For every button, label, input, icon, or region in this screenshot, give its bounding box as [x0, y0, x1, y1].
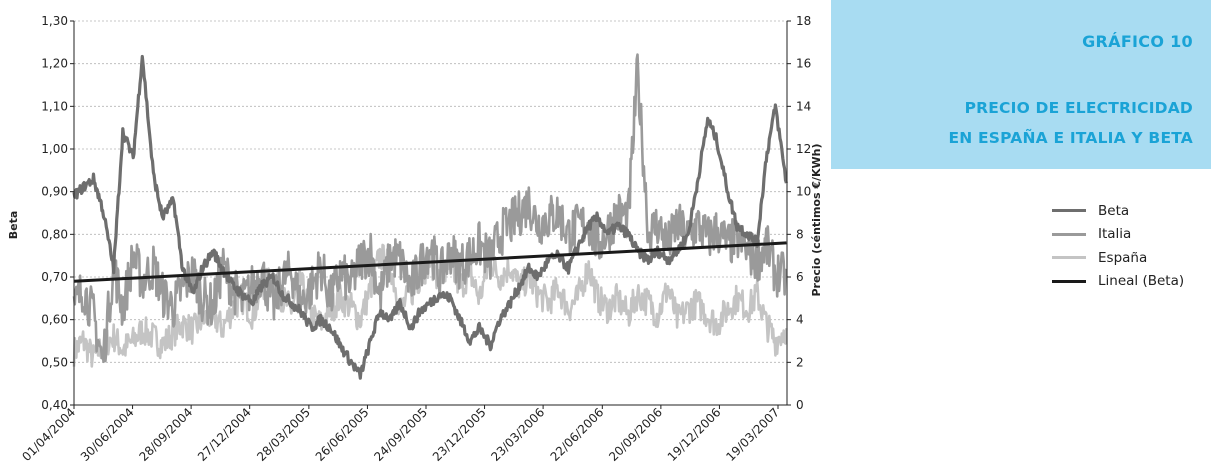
series-line-italia — [72, 53, 788, 364]
y-tick-label-left: 1,00 — [41, 142, 68, 156]
gridlines — [74, 20, 787, 363]
y-axis-title-right: Precio (céntimos €/KWh) — [810, 143, 823, 296]
x-tick-label: 23/03/2006 — [488, 405, 547, 464]
series-line-lineal-beta — [73, 241, 787, 283]
x-tick-label: 23/12/2005 — [430, 405, 489, 464]
y-tick-label-right: 14 — [796, 99, 811, 113]
title-panel: GRÁFICO 10 PRECIO DE ELECTRICIDAD EN ESP… — [831, 0, 1211, 169]
legend-swatch-lineal-beta — [1052, 279, 1086, 283]
x-tick-label: 26/06/2005 — [313, 405, 372, 464]
legend-item-italia: Italia — [1052, 223, 1184, 247]
y-tick-label-right: 16 — [796, 57, 811, 71]
y-tick-label-left: 0,70 — [41, 270, 68, 284]
legend-label-beta: Beta — [1098, 202, 1130, 219]
legend-label-espana: España — [1098, 249, 1148, 266]
legend-label-lineal-beta: Lineal (Beta) — [1098, 273, 1185, 290]
y-tick-label-left: 0,60 — [41, 313, 68, 327]
y-tick-label-left: 1,20 — [41, 57, 68, 71]
y-tick-label-right: 0 — [796, 398, 804, 412]
legend-swatch-beta — [1052, 209, 1086, 213]
x-tick-label: 28/03/2005 — [254, 405, 313, 464]
x-tick-label: 01/04/2004 — [19, 405, 78, 464]
y-tick-label-left: 0,50 — [41, 355, 68, 369]
y-tick-label-right: 2 — [796, 355, 804, 369]
y-tick-label-right: 10 — [796, 185, 811, 199]
chart-title-line-1: PRECIO DE ELECTRICIDAD — [964, 99, 1193, 117]
legend-label-italia: Italia — [1098, 226, 1132, 243]
y-tick-label-left: 1,10 — [41, 99, 68, 113]
y-tick-label-right: 6 — [796, 270, 804, 284]
y-tick-label-right: 4 — [796, 313, 804, 327]
legend-item-espana: España — [1052, 246, 1184, 270]
y-tick-label-left: 1,30 — [41, 14, 68, 28]
x-tick-label: 24/09/2005 — [371, 405, 430, 464]
chart: 0,40 0,50 0,60 0,70 0,80 0,90 1,00 1,10 1,20 1,30… — [7, 14, 823, 464]
chart-title-line-2: EN ESPAÑA E ITALIA Y BETA — [948, 129, 1193, 147]
x-tick-label: 22/06/2006 — [548, 405, 607, 464]
x-tick-label: 19/03/2007 — [723, 405, 782, 464]
chart-title: PRECIO DE ELECTRICIDAD EN ESPAÑA E ITALI… — [948, 93, 1193, 153]
y-tick-label-right: 18 — [796, 14, 811, 28]
legend-swatch-italia — [1052, 232, 1086, 236]
y-tick-label-right: 12 — [796, 142, 811, 156]
x-tick-label: 27/12/2004 — [195, 405, 254, 464]
legend-item-beta: Beta — [1052, 199, 1184, 223]
y-tick-label-left: 0,80 — [41, 227, 68, 241]
legend-swatch-espana — [1052, 256, 1086, 260]
y-tick-label-left: 0,40 — [41, 398, 68, 412]
series-line-beta — [72, 54, 788, 380]
legend-item-lineal-beta: Lineal (Beta) — [1052, 270, 1184, 294]
legend: Beta Italia España Lineal (Beta) — [1052, 199, 1184, 293]
x-tick-label: 19/12/2006 — [665, 405, 724, 464]
x-tick-label: 28/09/2004 — [136, 405, 195, 464]
x-tick-label: 30/06/2004 — [78, 405, 137, 464]
x-tick-label: 20/09/2006 — [606, 405, 665, 464]
chart-number: GRÁFICO 10 — [1082, 32, 1193, 51]
y-tick-label-right: 8 — [796, 227, 804, 241]
y-axis-title-left: Beta — [7, 211, 20, 240]
y-tick-label-left: 0,90 — [41, 185, 68, 199]
series-layer — [72, 53, 788, 380]
